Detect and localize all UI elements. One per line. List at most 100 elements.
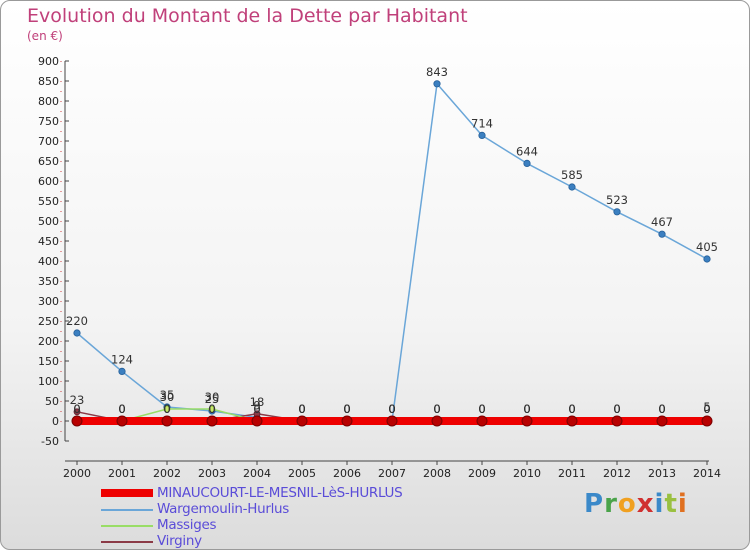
y-tick-label: 50	[45, 395, 59, 408]
y-tick-label: 300	[38, 295, 59, 308]
y-tick-label: 150	[38, 355, 59, 368]
data-point	[658, 230, 666, 238]
data-point	[431, 415, 443, 427]
legend-label: Massiges	[157, 517, 217, 533]
data-label: 35	[160, 388, 175, 402]
data-label: 0	[658, 402, 665, 416]
y-tick-label: 850	[38, 75, 59, 88]
data-label: 0	[388, 402, 395, 416]
legend-swatch	[101, 509, 153, 511]
data-label: 0	[208, 402, 215, 416]
data-label: 0	[613, 402, 620, 416]
chart-unit: (en €)	[27, 29, 63, 43]
data-label: 523	[606, 193, 628, 207]
data-point	[613, 208, 621, 216]
data-label: 25	[205, 392, 220, 406]
x-tick-label: 2007	[378, 467, 406, 480]
y-tick-label: 650	[38, 155, 59, 168]
y-tick-label: 450	[38, 235, 59, 248]
legend-label: MINAUCOURT-LE-MESNIL-LèS-HURLUS	[157, 485, 403, 501]
y-tick-label: 700	[38, 135, 59, 148]
data-point	[296, 415, 308, 427]
x-tick-label: 2001	[108, 467, 136, 480]
data-point	[71, 415, 83, 427]
data-point	[163, 405, 171, 413]
x-tick-label: 2011	[558, 467, 586, 480]
data-point	[118, 367, 126, 375]
data-label: 0	[388, 402, 395, 416]
x-tick-label: 2010	[513, 467, 541, 480]
data-point	[73, 408, 81, 416]
y-tick-label: -50	[41, 435, 59, 448]
data-label: 0	[298, 402, 305, 416]
data-label: 0	[163, 402, 170, 416]
data-label: 0	[343, 402, 350, 416]
data-label: 0	[523, 402, 530, 416]
data-point	[206, 415, 218, 427]
data-point	[73, 329, 81, 337]
y-tick-label: 800	[38, 95, 59, 108]
data-point	[433, 80, 441, 88]
data-point	[161, 415, 173, 427]
data-label: 0	[388, 402, 395, 416]
data-label: 467	[651, 215, 673, 229]
data-label: 30	[160, 390, 175, 404]
x-tick-label: 2009	[468, 467, 496, 480]
y-tick-label: 750	[38, 115, 59, 128]
data-point	[116, 415, 128, 427]
data-label: 0	[478, 402, 485, 416]
data-label: 0	[343, 402, 350, 416]
data-label: 843	[426, 65, 448, 79]
data-label: 0	[388, 402, 395, 416]
data-label: 0	[73, 402, 80, 416]
y-tick-label: 600	[38, 175, 59, 188]
data-label: 0	[433, 402, 440, 416]
data-label: 0	[118, 402, 125, 416]
y-tick-label: 100	[38, 375, 59, 388]
data-label: 0	[253, 402, 260, 416]
data-label: 0	[298, 402, 305, 416]
data-point	[478, 131, 486, 139]
data-point	[523, 159, 531, 167]
data-label: 585	[561, 168, 583, 182]
y-tick-label: 0	[52, 415, 59, 428]
y-tick-label: 550	[38, 195, 59, 208]
data-label: 0	[658, 402, 665, 416]
data-label: 9	[253, 398, 260, 412]
data-label: 0	[433, 402, 440, 416]
data-label: 644	[516, 144, 538, 158]
data-point	[656, 415, 668, 427]
data-label: 0	[253, 402, 260, 416]
legend-swatch	[101, 489, 153, 497]
data-label: 0	[523, 402, 530, 416]
y-tick-label: 500	[38, 215, 59, 228]
data-label: 714	[471, 116, 493, 130]
data-label: 30	[205, 390, 220, 404]
chart-axes: -500501001502002503003504004505005506006…	[38, 55, 721, 480]
data-label: 18	[250, 395, 265, 409]
data-label: 0	[298, 402, 305, 416]
x-tick-label: 2014	[693, 467, 721, 480]
data-label: 220	[66, 314, 88, 328]
y-tick-label: 250	[38, 315, 59, 328]
x-tick-label: 2003	[198, 467, 226, 480]
series-line-1	[76, 83, 708, 422]
data-point	[521, 415, 533, 427]
data-label: 0	[613, 402, 620, 416]
series-layer	[71, 80, 713, 427]
x-tick-label: 2005	[288, 467, 316, 480]
x-tick-label: 2006	[333, 467, 361, 480]
chart-title: Evolution du Montant de la Dette par Hab…	[27, 5, 468, 27]
x-tick-label: 2013	[648, 467, 676, 480]
data-label: 405	[696, 240, 718, 254]
data-label: 0	[118, 402, 125, 416]
data-label: 124	[111, 352, 133, 366]
y-tick-label: 900	[38, 55, 59, 68]
data-label: 0	[343, 402, 350, 416]
data-label: 0	[568, 402, 575, 416]
x-tick-label: 2002	[153, 467, 181, 480]
data-point	[208, 405, 216, 413]
data-label: 0	[343, 402, 350, 416]
